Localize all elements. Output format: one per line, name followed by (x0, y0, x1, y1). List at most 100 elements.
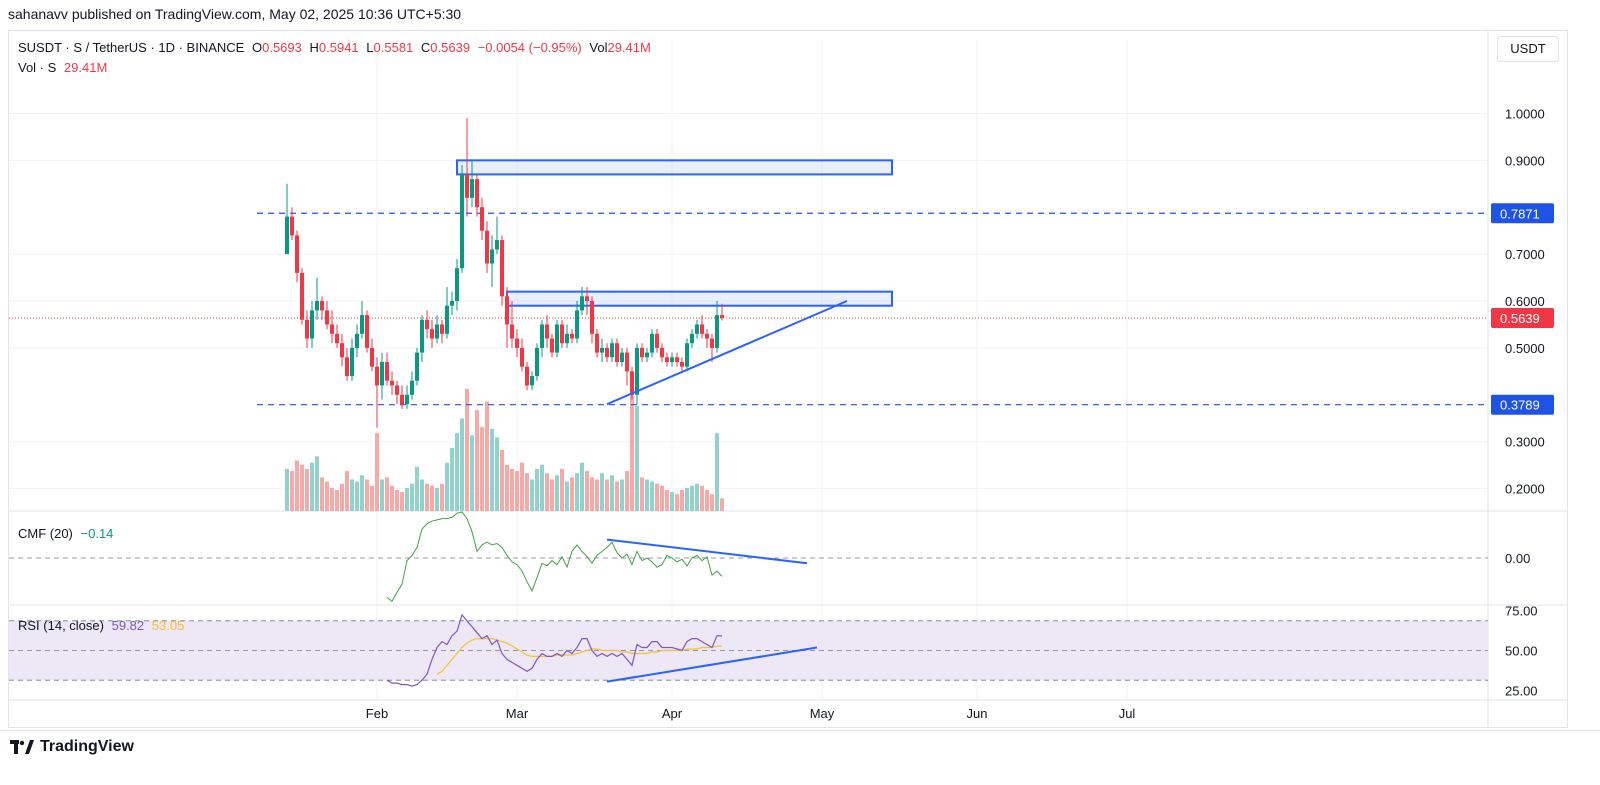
candle-body (690, 333, 694, 344)
volume-bar (635, 405, 639, 511)
candle-body (420, 319, 424, 353)
volume-bar (705, 489, 709, 511)
resistance-zone[interactable] (506, 290, 893, 307)
low-label: L (366, 40, 374, 55)
volume-bar (475, 410, 479, 511)
level-price-tag: 0.3789 (1500, 398, 1540, 413)
volume-bar (585, 471, 589, 511)
volume-bar (330, 487, 334, 511)
volume-bar (415, 466, 419, 511)
volume-bar (495, 437, 499, 511)
candle-body (315, 301, 319, 311)
volume-bar (325, 481, 329, 511)
volume-bar (375, 433, 379, 511)
candle-body (445, 305, 449, 334)
current-price-tag-bg (1491, 307, 1554, 328)
volume-bar (510, 468, 514, 511)
candle-body (610, 343, 614, 358)
candle-body (480, 207, 484, 231)
cmf-trendline[interactable] (606, 538, 808, 565)
volume-bar (435, 487, 439, 511)
price-tick-label: 0.3000 (1505, 435, 1545, 450)
rsi-ma-line (436, 637, 722, 675)
candle-body (375, 366, 379, 386)
candle-body (290, 216, 294, 236)
candle-body (545, 324, 549, 339)
volume-bar (390, 485, 394, 511)
candle-body (660, 347, 664, 358)
volume-bar (640, 477, 644, 511)
volume-bar (345, 471, 349, 511)
volume-bar (455, 433, 459, 511)
candle-body (640, 347, 644, 358)
candle-body (620, 352, 624, 362)
tradingview-brand[interactable]: TradingView (10, 738, 134, 756)
candle-body (435, 324, 439, 339)
volume-bar (485, 401, 489, 511)
candle-body (635, 347, 639, 395)
candle-body (540, 324, 544, 348)
volume-bar (370, 485, 374, 511)
volume-bar (405, 487, 409, 511)
candle-body (655, 333, 659, 348)
close-label: C (420, 40, 431, 55)
candle-body (525, 366, 529, 386)
volume-bar (710, 494, 714, 511)
rsi-tick-label: 75.00 (1505, 603, 1538, 618)
candle-body (700, 324, 704, 334)
volume-bar (460, 418, 464, 511)
rsi-ma-value: 53.05 (151, 618, 185, 633)
rsi-tick-label: 50.00 (1505, 644, 1538, 659)
candle-body (470, 179, 474, 198)
candle-body (320, 301, 324, 311)
resistance-zone[interactable] (456, 159, 893, 176)
candle-body (285, 216, 289, 255)
volume-bar (655, 483, 659, 511)
volume-bar (675, 494, 679, 511)
price-tick-label: 0.6000 (1505, 294, 1545, 309)
candle-body (330, 324, 334, 334)
candle-body (670, 357, 674, 362)
volume-bar (695, 483, 699, 511)
candle-body (535, 347, 539, 377)
candle-body (465, 174, 469, 198)
candle-body (555, 324, 559, 353)
volume-bar (365, 479, 369, 511)
change-value: −0.0054 (−0.95%) (477, 40, 582, 55)
volume-bar (335, 489, 339, 511)
candle-body (460, 174, 464, 269)
candle-body (300, 272, 304, 320)
rsi-label[interactable]: RSI (14, close) (18, 618, 104, 633)
volume-label[interactable]: Vol · S (18, 60, 57, 75)
volume-bar (300, 464, 304, 511)
currency-unit-button[interactable]: USDT (1497, 36, 1559, 62)
vol-value: 29.41M (607, 40, 651, 55)
candle-body (515, 338, 519, 348)
volume-bar (470, 435, 474, 511)
volume-bar (340, 483, 344, 511)
cmf-value: −0.14 (80, 526, 114, 541)
level-price-tag: 0.7871 (1500, 206, 1540, 221)
volume-bar (355, 481, 359, 511)
volume-bar (500, 450, 504, 511)
candle-body (350, 347, 354, 377)
volume-bar (395, 489, 399, 511)
price-tick-label: 0.2000 (1505, 482, 1545, 497)
volume-bar (715, 433, 719, 511)
symbol-title[interactable]: SUSDT · S / TetherUS · 1D · BINANCE (18, 40, 245, 55)
rsi-trendline[interactable] (606, 646, 818, 683)
price-trendline[interactable] (606, 300, 848, 406)
cmf-legend: CMF (20) −0.14 (18, 526, 117, 541)
volume-bar (440, 483, 444, 511)
level-price-tag-bg (1491, 394, 1554, 415)
volume-bar (505, 464, 509, 511)
volume-bar (385, 477, 389, 511)
candle-body (575, 310, 579, 339)
volume-bar (295, 460, 299, 511)
volume-bar (690, 485, 694, 511)
volume-value: 29.41M (63, 60, 108, 75)
price-tick-label: 0.9000 (1505, 153, 1545, 168)
cmf-label[interactable]: CMF (20) (18, 526, 73, 541)
volume-bar (425, 483, 429, 511)
